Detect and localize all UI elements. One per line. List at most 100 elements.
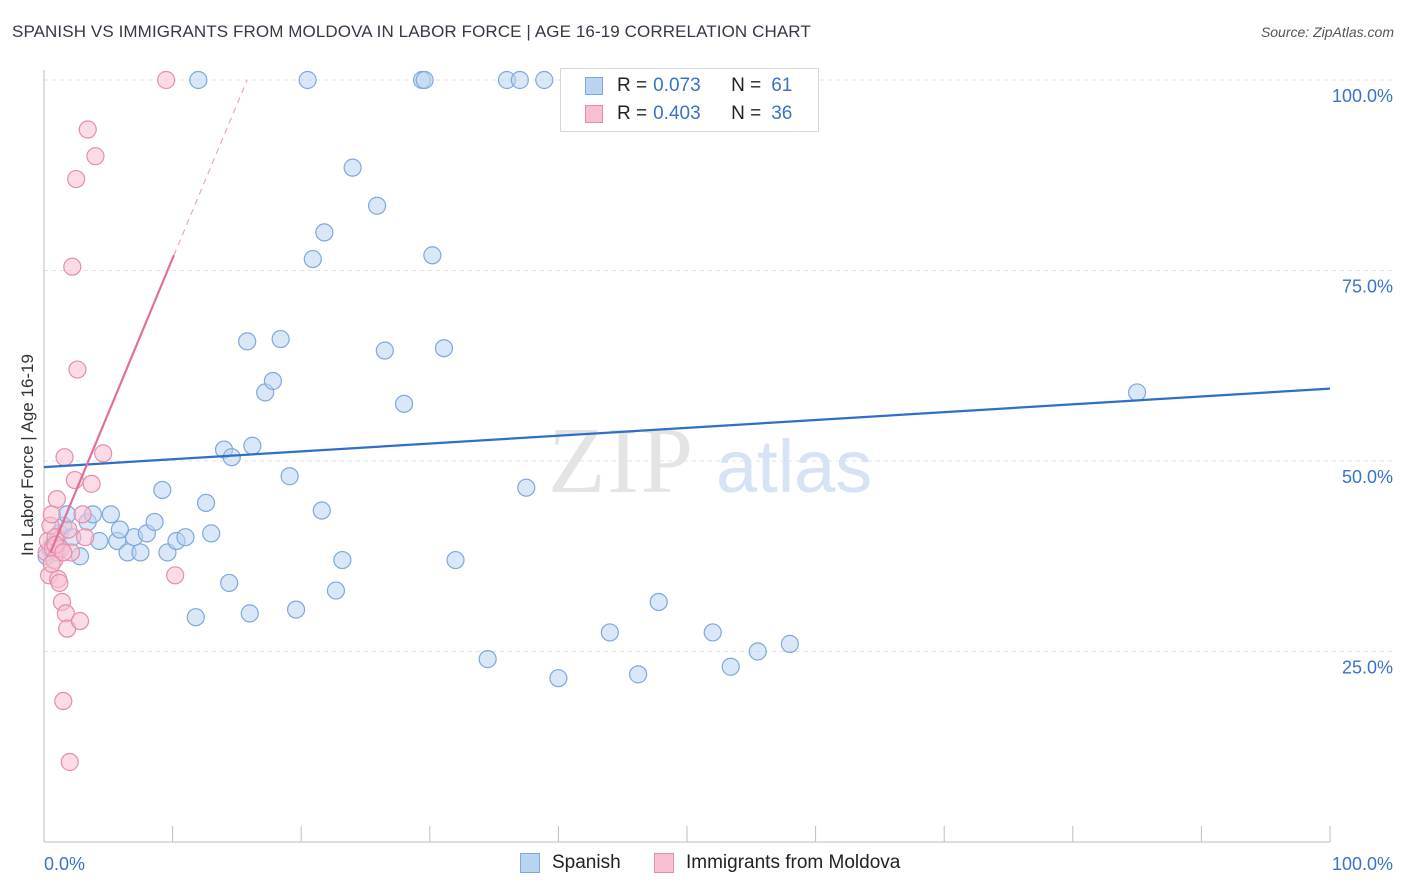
y-tick-label: 75.0% xyxy=(1342,277,1393,297)
spanish-point xyxy=(298,70,317,90)
watermark-atlas: atlas xyxy=(716,425,872,508)
moldova-point xyxy=(78,120,97,139)
moldova-point xyxy=(70,611,90,631)
spanish-point xyxy=(240,604,259,623)
spanish-point xyxy=(415,70,434,90)
spanish-point xyxy=(423,246,442,265)
spanish-point xyxy=(222,448,241,467)
spanish-point xyxy=(189,70,208,90)
spanish-point xyxy=(549,669,568,688)
legend-row-moldova: R = 0.403 N = 36 xyxy=(585,101,792,127)
y-tick-label: 50.0% xyxy=(1342,467,1393,487)
tick-labels: 25.0% 50.0% 75.0% 100.0% 0.0% 100.0% xyxy=(44,86,1393,874)
spanish-point xyxy=(478,650,497,669)
spanish-point xyxy=(303,249,322,269)
moldova-point xyxy=(67,169,86,189)
spanish-point xyxy=(243,436,262,455)
trend-lines xyxy=(43,79,1331,553)
moldova-point xyxy=(68,360,87,379)
spanish-point xyxy=(315,223,334,242)
y-tick-label: 100.0% xyxy=(1332,86,1393,106)
source-label: Source: ZipAtlas.com xyxy=(1260,24,1394,40)
legend-label-moldova: Immigrants from Moldova xyxy=(686,852,901,873)
spanish-point xyxy=(333,550,352,570)
legend-n-label: N = xyxy=(731,103,762,124)
x-tick-label-max: 100.0% xyxy=(1332,854,1393,874)
moldova-point xyxy=(166,566,185,585)
spanish-point xyxy=(110,520,129,539)
legend-row-spanish: R = 0.073 N = 61 xyxy=(585,73,792,99)
moldova-point xyxy=(42,505,61,524)
spanish-point xyxy=(780,634,799,653)
correlation-legend: R = 0.073 N = 61 R = 0.403 N = 36 xyxy=(560,68,819,132)
spanish-point xyxy=(721,657,740,676)
moldova-point xyxy=(54,691,73,711)
legend-r-label: R = xyxy=(617,75,648,96)
spanish-point xyxy=(280,467,299,486)
moldova-point xyxy=(94,444,113,463)
spanish-point xyxy=(600,623,619,642)
spanish-point xyxy=(434,339,454,358)
trend-line-moldova-extension xyxy=(173,79,248,256)
watermark: ZIP atlas xyxy=(548,409,872,513)
spanish-point xyxy=(367,196,387,215)
x-tick-label-min: 0.0% xyxy=(44,854,85,874)
spanish-point xyxy=(196,493,216,513)
moldova-point xyxy=(82,474,101,493)
trend-line-moldova xyxy=(49,254,175,553)
spanish-point xyxy=(343,158,362,177)
spanish-point xyxy=(202,524,221,543)
axes xyxy=(43,70,1331,843)
spanish-point xyxy=(446,550,465,570)
legend-r-value: 0.073 xyxy=(653,75,701,96)
series-spanish xyxy=(37,70,1147,688)
moldova-point xyxy=(76,528,95,547)
moldova-point xyxy=(63,257,82,276)
moldova-point xyxy=(50,573,69,593)
spanish-point xyxy=(510,70,529,90)
legend-label-spanish: Spanish xyxy=(552,852,621,873)
spanish-point xyxy=(176,528,195,547)
series-legend: Spanish Immigrants from Moldova xyxy=(0,852,1406,878)
legend-item-spanish: Spanish xyxy=(520,852,621,874)
spanish-point xyxy=(629,665,648,684)
grid-lines xyxy=(44,79,1392,652)
legend-n-label: N = xyxy=(731,75,762,96)
spanish-point xyxy=(263,371,283,391)
spanish-point xyxy=(220,573,239,593)
watermark-zip: ZIP xyxy=(548,409,695,513)
spanish-point xyxy=(312,501,331,520)
moldova-point xyxy=(42,554,61,573)
spanish-point xyxy=(535,70,554,90)
y-tick-label: 25.0% xyxy=(1342,658,1393,678)
spanish-point xyxy=(703,623,722,642)
series-moldova xyxy=(37,70,185,772)
moldova-point xyxy=(86,147,105,166)
legend-swatch-moldova xyxy=(585,105,603,123)
spanish-point xyxy=(286,600,306,619)
spanish-point xyxy=(517,478,536,497)
spanish-point xyxy=(394,394,414,413)
legend-swatch-spanish xyxy=(520,853,540,873)
legend-r-label: R = xyxy=(617,103,648,124)
spanish-point xyxy=(238,332,257,351)
spanish-point xyxy=(271,329,290,349)
spanish-point xyxy=(101,505,120,524)
spanish-point xyxy=(153,480,172,500)
spanish-point xyxy=(1127,383,1147,402)
spanish-point xyxy=(145,512,164,532)
spanish-point xyxy=(186,608,205,627)
legend-item-moldova: Immigrants from Moldova xyxy=(654,852,900,874)
spanish-point xyxy=(326,581,346,600)
moldova-point xyxy=(55,448,74,467)
spanish-point xyxy=(375,341,394,360)
moldova-point xyxy=(54,543,73,562)
spanish-point xyxy=(748,642,767,661)
moldova-point xyxy=(73,505,92,524)
y-axis-label: In Labor Force | Age 16-19 xyxy=(18,354,37,556)
legend-n-value: 36 xyxy=(771,103,793,124)
spanish-point xyxy=(649,592,668,612)
legend-swatch-moldova xyxy=(654,853,674,873)
chart-title: SPANISH VS IMMIGRANTS FROM MOLDOVA IN LA… xyxy=(12,22,811,41)
moldova-point xyxy=(157,70,176,90)
